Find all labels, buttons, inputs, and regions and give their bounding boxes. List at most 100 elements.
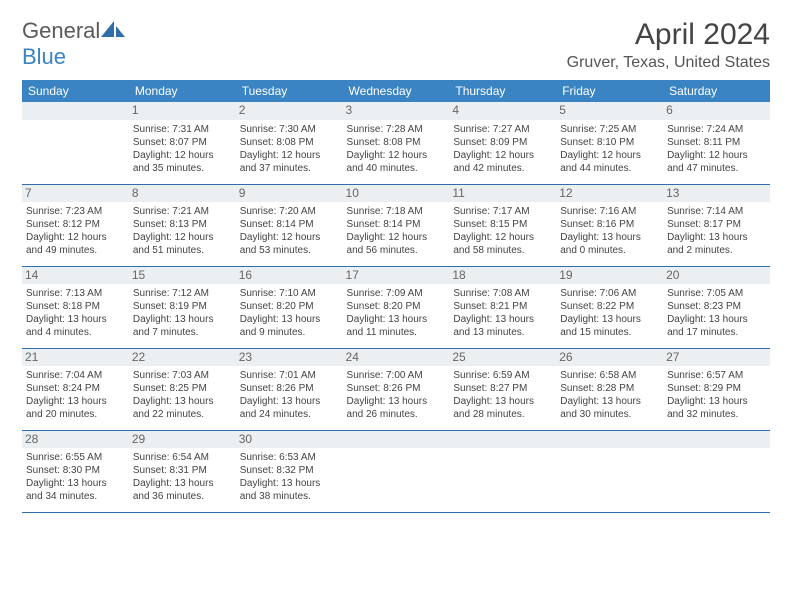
calendar-table: SundayMondayTuesdayWednesdayThursdayFrid…	[22, 80, 770, 513]
daylight-text-2: and 47 minutes.	[667, 162, 766, 175]
calendar-cell: 20Sunrise: 7:05 AMSunset: 8:23 PMDayligh…	[663, 266, 770, 348]
sunrise-text: Sunrise: 7:12 AM	[133, 287, 232, 300]
daylight-text-2: and 13 minutes.	[453, 326, 552, 339]
sunset-text: Sunset: 8:19 PM	[133, 300, 232, 313]
calendar-cell: 21Sunrise: 7:04 AMSunset: 8:24 PMDayligh…	[22, 348, 129, 430]
day-number: 4	[449, 102, 556, 120]
sunset-text: Sunset: 8:10 PM	[560, 136, 659, 149]
sunset-text: Sunset: 8:09 PM	[453, 136, 552, 149]
daylight-text-2: and 11 minutes.	[347, 326, 446, 339]
calendar-cell-empty	[449, 430, 556, 512]
daylight-text-1: Daylight: 12 hours	[26, 231, 125, 244]
calendar-cell: 13Sunrise: 7:14 AMSunset: 8:17 PMDayligh…	[663, 184, 770, 266]
location: Gruver, Texas, United States	[567, 54, 770, 72]
daylight-text-1: Daylight: 13 hours	[133, 477, 232, 490]
sunrise-text: Sunrise: 7:25 AM	[560, 123, 659, 136]
sunset-text: Sunset: 8:16 PM	[560, 218, 659, 231]
calendar-body: 1Sunrise: 7:31 AMSunset: 8:07 PMDaylight…	[22, 102, 770, 512]
daylight-text-1: Daylight: 12 hours	[240, 231, 339, 244]
logo-text-blue: Blue	[22, 44, 66, 69]
day-number: 5	[556, 102, 663, 120]
day-number: 23	[236, 349, 343, 367]
sunrise-text: Sunrise: 7:30 AM	[240, 123, 339, 136]
sunrise-text: Sunrise: 7:09 AM	[347, 287, 446, 300]
weekday-header: Saturday	[663, 80, 770, 102]
daylight-text-2: and 38 minutes.	[240, 490, 339, 503]
daylight-text-1: Daylight: 13 hours	[560, 395, 659, 408]
day-number: 25	[449, 349, 556, 367]
daylight-text-1: Daylight: 13 hours	[667, 395, 766, 408]
logo-text-general: General	[22, 18, 100, 43]
daylight-text-1: Daylight: 13 hours	[347, 395, 446, 408]
daylight-text-2: and 44 minutes.	[560, 162, 659, 175]
logo-text: General Blue	[22, 18, 126, 70]
day-number: 21	[22, 349, 129, 367]
sunset-text: Sunset: 8:29 PM	[667, 382, 766, 395]
month-title: April 2024	[567, 18, 770, 52]
daylight-text-1: Daylight: 12 hours	[347, 149, 446, 162]
sunrise-text: Sunrise: 6:57 AM	[667, 369, 766, 382]
calendar-cell-empty	[663, 430, 770, 512]
daylight-text-2: and 24 minutes.	[240, 408, 339, 421]
weekday-header: Monday	[129, 80, 236, 102]
calendar-cell: 1Sunrise: 7:31 AMSunset: 8:07 PMDaylight…	[129, 102, 236, 184]
daylight-text-1: Daylight: 12 hours	[453, 149, 552, 162]
calendar-cell: 15Sunrise: 7:12 AMSunset: 8:19 PMDayligh…	[129, 266, 236, 348]
calendar-cell: 16Sunrise: 7:10 AMSunset: 8:20 PMDayligh…	[236, 266, 343, 348]
day-number: 24	[343, 349, 450, 367]
weekday-header: Wednesday	[343, 80, 450, 102]
sunrise-text: Sunrise: 7:24 AM	[667, 123, 766, 136]
daylight-text-2: and 17 minutes.	[667, 326, 766, 339]
sunset-text: Sunset: 8:24 PM	[26, 382, 125, 395]
sunset-text: Sunset: 8:28 PM	[560, 382, 659, 395]
calendar-cell-empty	[22, 102, 129, 184]
sunrise-text: Sunrise: 6:54 AM	[133, 451, 232, 464]
calendar-cell: 2Sunrise: 7:30 AMSunset: 8:08 PMDaylight…	[236, 102, 343, 184]
sunrise-text: Sunrise: 7:27 AM	[453, 123, 552, 136]
sunrise-text: Sunrise: 7:06 AM	[560, 287, 659, 300]
calendar-cell-empty	[556, 430, 663, 512]
daylight-text-1: Daylight: 13 hours	[240, 395, 339, 408]
sunrise-text: Sunrise: 7:14 AM	[667, 205, 766, 218]
calendar-week-row: 14Sunrise: 7:13 AMSunset: 8:18 PMDayligh…	[22, 266, 770, 348]
day-number: 29	[129, 431, 236, 449]
daylight-text-1: Daylight: 13 hours	[26, 477, 125, 490]
calendar-cell: 25Sunrise: 6:59 AMSunset: 8:27 PMDayligh…	[449, 348, 556, 430]
day-number: 16	[236, 267, 343, 285]
daylight-text-2: and 28 minutes.	[453, 408, 552, 421]
sunrise-text: Sunrise: 6:58 AM	[560, 369, 659, 382]
daylight-text-1: Daylight: 13 hours	[133, 395, 232, 408]
day-number: 13	[663, 185, 770, 203]
sunset-text: Sunset: 8:14 PM	[347, 218, 446, 231]
sunrise-text: Sunrise: 7:21 AM	[133, 205, 232, 218]
daylight-text-2: and 30 minutes.	[560, 408, 659, 421]
daylight-text-2: and 4 minutes.	[26, 326, 125, 339]
sunset-text: Sunset: 8:13 PM	[133, 218, 232, 231]
calendar-week-row: 7Sunrise: 7:23 AMSunset: 8:12 PMDaylight…	[22, 184, 770, 266]
calendar-week-row: 1Sunrise: 7:31 AMSunset: 8:07 PMDaylight…	[22, 102, 770, 184]
daylight-text-2: and 36 minutes.	[133, 490, 232, 503]
calendar-cell: 5Sunrise: 7:25 AMSunset: 8:10 PMDaylight…	[556, 102, 663, 184]
calendar-cell: 19Sunrise: 7:06 AMSunset: 8:22 PMDayligh…	[556, 266, 663, 348]
sunset-text: Sunset: 8:18 PM	[26, 300, 125, 313]
sunrise-text: Sunrise: 7:01 AM	[240, 369, 339, 382]
calendar-cell: 27Sunrise: 6:57 AMSunset: 8:29 PMDayligh…	[663, 348, 770, 430]
day-number: 14	[22, 267, 129, 285]
day-number: 9	[236, 185, 343, 203]
logo: General Blue	[22, 18, 126, 70]
calendar-cell: 28Sunrise: 6:55 AMSunset: 8:30 PMDayligh…	[22, 430, 129, 512]
daylight-text-1: Daylight: 13 hours	[667, 313, 766, 326]
day-number: 22	[129, 349, 236, 367]
sunrise-text: Sunrise: 7:00 AM	[347, 369, 446, 382]
sunset-text: Sunset: 8:21 PM	[453, 300, 552, 313]
calendar-cell: 3Sunrise: 7:28 AMSunset: 8:08 PMDaylight…	[343, 102, 450, 184]
day-number: 3	[343, 102, 450, 120]
weekday-header: Sunday	[22, 80, 129, 102]
calendar-cell: 26Sunrise: 6:58 AMSunset: 8:28 PMDayligh…	[556, 348, 663, 430]
daylight-text-2: and 40 minutes.	[347, 162, 446, 175]
daylight-text-2: and 34 minutes.	[26, 490, 125, 503]
daylight-text-1: Daylight: 13 hours	[240, 313, 339, 326]
sunrise-text: Sunrise: 7:23 AM	[26, 205, 125, 218]
sunset-text: Sunset: 8:26 PM	[240, 382, 339, 395]
daylight-text-1: Daylight: 12 hours	[133, 149, 232, 162]
